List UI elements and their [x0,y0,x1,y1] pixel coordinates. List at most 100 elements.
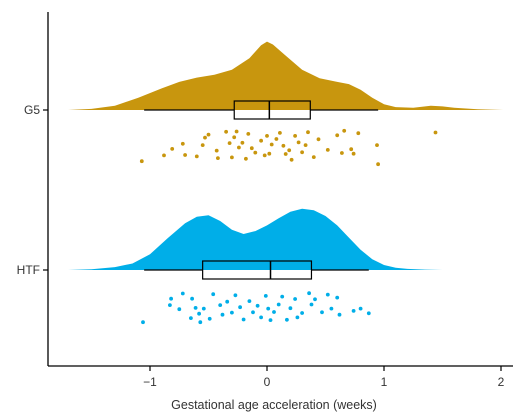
point-g5 [376,162,380,167]
point-htf [255,303,260,308]
point-htf [329,306,334,311]
point-htf [266,306,271,311]
point-g5 [200,143,205,148]
point-htf [207,316,212,321]
point-g5 [306,130,310,135]
point-g5 [227,141,232,146]
point-g5 [356,131,361,136]
point-htf [198,320,203,325]
box-htf [202,260,313,280]
point-g5 [139,159,144,164]
point-g5 [303,143,308,148]
point-g5 [216,156,220,161]
point-g5 [203,135,207,140]
point-htf [325,292,330,297]
point-g5 [325,148,330,152]
point-htf [241,317,246,322]
point-g5 [342,128,347,133]
point-htf [211,292,216,297]
point-g5 [183,153,188,157]
point-htf [337,312,342,317]
point-g5 [234,129,239,134]
point-htf [238,305,243,310]
point-g5 [375,143,379,148]
point-g5 [281,143,286,148]
point-htf [197,311,202,316]
point-g5 [274,137,279,141]
point-g5 [433,130,438,135]
point-g5 [278,131,282,135]
point-g5 [237,145,241,150]
point-g5 [246,132,251,136]
y-tick-label-htf: HTF [17,263,40,277]
x-tick-label: 1 [381,375,388,389]
point-g5 [224,129,229,134]
point-htf [233,293,238,298]
point-g5 [269,142,274,147]
point-htf [225,299,230,304]
point-g5 [316,137,321,142]
point-htf [285,317,289,322]
point-g5 [311,155,316,160]
point-htf [230,310,234,315]
point-htf [259,315,263,320]
point-htf [272,310,276,314]
point-g5 [259,138,263,143]
point-htf [190,296,195,301]
point-htf [335,295,340,300]
point-g5 [244,156,248,161]
point-htf [300,311,304,315]
point-htf [280,294,285,299]
density-htf [68,208,443,270]
point-htf [366,311,371,316]
point-g5 [349,147,354,152]
group-htf [68,208,443,325]
group-g5 [68,41,504,167]
point-g5 [214,148,219,153]
point-htf [263,294,268,298]
point-htf [288,306,293,311]
x-tick-label: 0 [264,375,271,389]
point-htf [193,306,198,310]
point-g5 [267,151,272,156]
point-htf [247,299,252,303]
point-g5 [335,133,340,138]
point-g5 [283,152,288,156]
point-htf [358,306,363,311]
point-g5 [287,148,292,153]
box-g5 [233,100,311,120]
point-htf [309,302,314,307]
point-g5 [206,132,211,137]
point-htf [268,318,273,322]
point-htf [293,297,297,301]
point-htf [169,296,174,301]
point-g5 [289,157,294,162]
point-htf [220,312,225,317]
point-g5 [232,135,237,140]
point-g5 [262,153,267,158]
point-g5 [340,151,344,155]
point-g5 [240,140,245,145]
point-htf [189,316,193,320]
y-tick-label-g5: G5 [24,103,40,117]
point-htf [351,309,356,313]
point-htf [307,291,311,296]
point-htf [295,315,300,320]
point-htf [168,303,172,307]
point-htf [177,307,182,312]
point-htf [180,291,185,296]
point-htf [276,302,281,307]
point-g5 [162,153,166,158]
x-tick-label: 2 [498,375,505,389]
point-g5 [296,140,301,145]
point-htf [141,320,145,325]
point-g5 [300,150,304,155]
point-g5 [170,147,175,151]
point-htf [201,306,206,311]
point-htf [218,303,223,307]
point-g5 [249,146,254,151]
x-axis-title: Gestational age acceleration (weeks) [171,398,377,412]
point-htf [320,310,324,315]
point-htf [313,297,317,302]
